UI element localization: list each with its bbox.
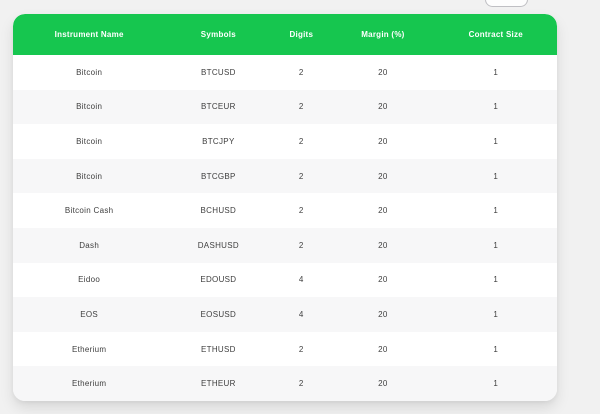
cell-contract-size: 1 — [493, 344, 499, 354]
instruments-table-card: Instrument Name Symbols Digits Margin (%… — [13, 14, 557, 401]
cell-digits: 2 — [298, 344, 304, 354]
column-header-symbols: Symbols — [200, 30, 236, 39]
table-header-row: Instrument Name Symbols Digits Margin (%… — [13, 14, 557, 55]
table-row[interactable]: Dash DASHUSD 2 20 1 — [13, 227, 557, 263]
cell-contract-size: 1 — [493, 67, 499, 77]
table-row[interactable]: Etherium ETHEUR 2 20 1 — [13, 366, 557, 401]
column-header-digits: Digits — [289, 30, 314, 39]
cell-symbol: BTCUSD — [201, 67, 236, 77]
cell-symbol: BTCGBP — [201, 171, 236, 181]
cell-margin: 20 — [378, 309, 388, 319]
cell-instrument-name: Dash — [79, 240, 100, 250]
cell-symbol: BTCEUR — [201, 102, 236, 112]
cell-symbol: DASHUSD — [197, 240, 239, 250]
cell-digits: 2 — [298, 240, 304, 250]
cell-symbol: ETHEUR — [201, 379, 236, 389]
cell-digits: 2 — [298, 379, 304, 389]
column-header-margin: Margin (%) — [361, 30, 405, 39]
cell-contract-size: 1 — [493, 171, 499, 181]
cell-digits: 2 — [298, 171, 304, 181]
cell-digits: 2 — [298, 206, 304, 216]
cell-symbol: EDOUSD — [200, 275, 237, 285]
cell-contract-size: 1 — [493, 136, 499, 146]
table-row[interactable]: Eidoo EDOUSD 4 20 1 — [13, 262, 557, 298]
table-row[interactable]: Etherium ETHUSD 2 20 1 — [13, 331, 557, 367]
cell-instrument-name: Etherium — [71, 344, 107, 354]
cell-contract-size: 1 — [493, 275, 499, 285]
column-header-instrument-name: Instrument Name — [54, 30, 124, 39]
cell-instrument-name: Bitcoin Cash — [64, 206, 114, 216]
cell-symbol: BTCJPY — [202, 136, 235, 146]
cell-digits: 4 — [298, 275, 304, 285]
cell-digits: 4 — [298, 309, 304, 319]
cell-digits: 2 — [298, 136, 304, 146]
cell-contract-size: 1 — [493, 309, 499, 319]
cell-instrument-name: EOS — [80, 309, 99, 319]
cell-symbol: ETHUSD — [201, 344, 236, 354]
cell-digits: 2 — [298, 102, 304, 112]
cell-margin: 20 — [378, 379, 388, 389]
table-row[interactable]: Bitcoin Cash BCHUSD 2 20 1 — [13, 193, 557, 228]
cell-instrument-name: Bitcoin — [76, 67, 103, 77]
cell-margin: 20 — [378, 102, 388, 112]
cell-margin: 20 — [378, 240, 388, 250]
cell-margin: 20 — [378, 275, 388, 285]
cell-contract-size: 1 — [493, 240, 499, 250]
cell-contract-size: 1 — [493, 379, 499, 389]
cell-margin: 20 — [378, 344, 388, 354]
cell-margin: 20 — [378, 136, 388, 146]
cell-digits: 2 — [298, 67, 304, 77]
cell-contract-size: 1 — [493, 206, 499, 216]
cell-margin: 20 — [378, 171, 388, 181]
cell-instrument-name: Eidoo — [78, 275, 101, 285]
cell-instrument-name: Bitcoin — [76, 136, 103, 146]
cell-instrument-name: Bitcoin — [76, 102, 103, 112]
table-row[interactable]: Bitcoin BTCEUR 2 20 1 — [13, 89, 557, 125]
table-body: Bitcoin BTCUSD 2 20 1 Bitcoin BTCEUR 2 20 1 Bitcoi… — [13, 55, 557, 401]
table-row[interactable]: Bitcoin BTCJPY 2 20 1 — [13, 124, 557, 159]
cutoff-top-button[interactable] — [485, 0, 528, 7]
cell-margin: 20 — [378, 67, 388, 77]
table-row[interactable]: Bitcoin BTCUSD 2 20 1 — [13, 55, 557, 90]
cell-symbol: EOSUSD — [200, 309, 237, 319]
cell-contract-size: 1 — [493, 102, 499, 112]
cell-margin: 20 — [378, 206, 388, 216]
column-header-contract-size: Contract Size — [468, 30, 523, 39]
cell-instrument-name: Etherium — [71, 379, 107, 389]
cell-symbol: BCHUSD — [200, 206, 237, 216]
table-row[interactable]: Bitcoin BTCGBP 2 20 1 — [13, 158, 557, 194]
cell-instrument-name: Bitcoin — [76, 171, 103, 181]
table-row[interactable]: EOS EOSUSD 4 20 1 — [13, 297, 557, 332]
